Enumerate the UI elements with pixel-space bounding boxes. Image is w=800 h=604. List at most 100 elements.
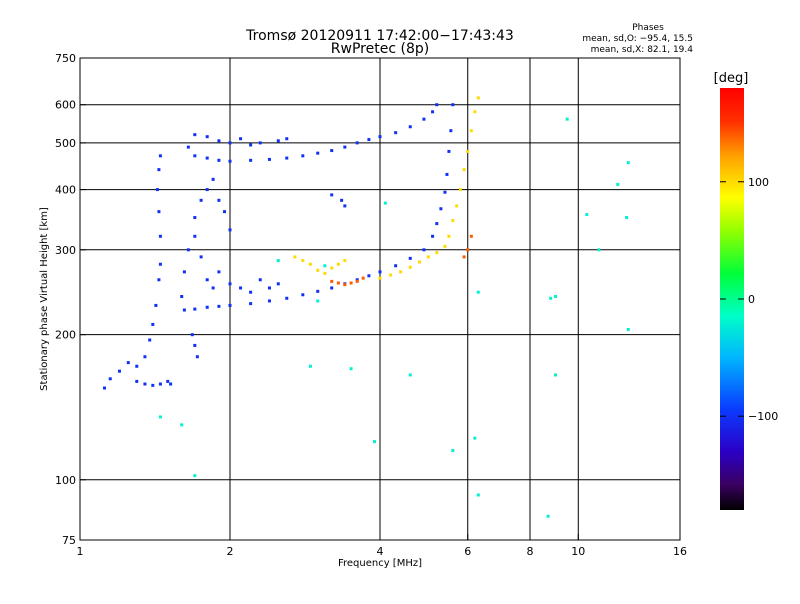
data-point <box>186 248 190 252</box>
data-point <box>343 283 347 287</box>
data-point <box>126 361 130 365</box>
data-point <box>276 139 280 143</box>
data-point <box>193 154 197 158</box>
data-point <box>285 137 289 141</box>
data-point <box>180 423 184 427</box>
data-point <box>355 279 359 283</box>
data-point <box>158 382 162 386</box>
data-point <box>158 262 162 266</box>
data-point <box>267 157 271 161</box>
data-point <box>190 333 194 337</box>
data-point <box>157 278 161 282</box>
chart-title: Tromsø 20120911 17:42:00−17:43:43 <box>245 28 514 44</box>
data-point <box>249 302 253 306</box>
data-point <box>451 449 455 453</box>
y-tick-label: 200 <box>55 329 76 342</box>
data-point <box>158 234 162 238</box>
data-point <box>449 129 453 133</box>
data-point <box>447 234 451 238</box>
data-point <box>349 281 353 285</box>
stats-heading: Phases <box>632 23 664 33</box>
data-point <box>451 219 455 223</box>
data-point <box>367 138 371 142</box>
data-point <box>422 117 426 121</box>
data-point <box>343 145 347 149</box>
data-point <box>205 278 209 282</box>
data-point <box>435 251 439 255</box>
data-point <box>340 198 344 202</box>
data-point <box>408 125 412 129</box>
data-point <box>157 210 161 214</box>
data-point <box>394 131 398 135</box>
data-point <box>143 382 147 386</box>
grid-lines <box>80 58 680 540</box>
data-point <box>625 216 629 220</box>
data-point <box>117 369 121 373</box>
data-point <box>193 307 197 311</box>
data-point <box>466 149 470 153</box>
data-point <box>330 193 334 197</box>
data-point <box>431 234 435 238</box>
data-point <box>462 168 466 172</box>
data-point <box>443 244 447 248</box>
data-point <box>217 304 221 308</box>
x-tick-label: 2 <box>227 545 234 558</box>
data-point <box>476 290 480 294</box>
data-point <box>135 379 139 383</box>
y-axis-ticks: 75 100 200 300 400 500 600 750 <box>55 52 86 547</box>
data-point <box>565 117 569 121</box>
y-tick-label: 500 <box>55 137 76 150</box>
colorbar-ticks: 100 0 −100 <box>720 176 778 423</box>
data-point <box>343 259 347 263</box>
data-point <box>361 276 365 280</box>
data-point <box>217 158 221 162</box>
stats-line-o: mean, sd,O: −95.4, 15.5 <box>582 34 693 44</box>
data-point <box>301 259 305 263</box>
data-point <box>258 141 262 145</box>
data-point <box>394 264 398 268</box>
data-point <box>228 159 232 163</box>
data-point <box>108 377 112 381</box>
data-point <box>249 143 253 147</box>
data-point <box>308 262 312 266</box>
data-point <box>193 216 197 220</box>
x-axis-ticks: 1 2 4 6 8 10 16 <box>77 534 687 558</box>
data-point <box>626 328 630 332</box>
data-point <box>211 286 215 290</box>
data-point <box>182 308 186 312</box>
data-point <box>389 273 393 277</box>
data-point <box>445 172 449 176</box>
data-point <box>378 135 382 139</box>
chart-subtitle: RwPretec (8p) <box>331 41 429 57</box>
data-point <box>458 188 462 192</box>
data-point <box>155 188 159 192</box>
data-point <box>217 139 221 143</box>
data-point <box>199 255 203 259</box>
y-tick-label: 400 <box>55 184 76 197</box>
data-point <box>205 156 209 160</box>
data-point <box>217 270 221 274</box>
colorbar-tick-label: −100 <box>748 410 778 423</box>
data-point <box>249 158 253 162</box>
stats-line-x: mean, sd,X: 82.1, 19.4 <box>591 45 694 55</box>
data-point <box>228 282 232 286</box>
data-point <box>417 260 421 264</box>
data-point <box>205 135 209 139</box>
colorbar-label: [deg] <box>714 71 749 86</box>
colorbar-tick-label: 100 <box>748 176 769 189</box>
x-tick-label: 4 <box>377 545 384 558</box>
data-point <box>466 248 470 252</box>
data-point <box>373 440 377 444</box>
data-point <box>323 264 327 268</box>
data-point <box>195 355 199 359</box>
y-tick-label: 600 <box>55 99 76 112</box>
data-point <box>182 270 186 274</box>
data-point <box>199 198 203 202</box>
data-point <box>336 281 340 285</box>
data-point <box>103 386 107 390</box>
data-points <box>103 96 630 518</box>
data-point <box>193 133 197 137</box>
data-point <box>355 141 359 145</box>
data-point <box>469 234 473 238</box>
